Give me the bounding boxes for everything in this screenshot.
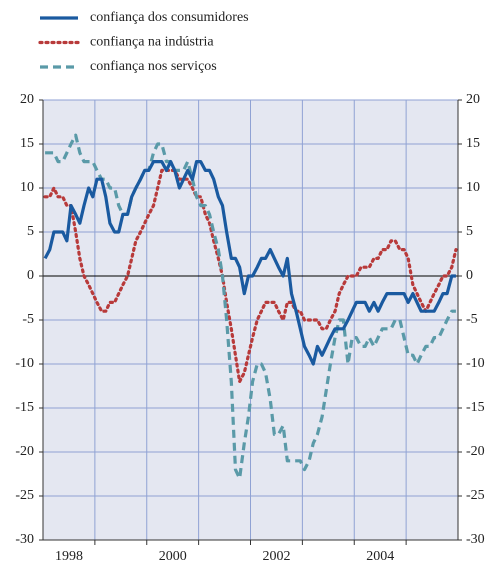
y-tick-label: -25 — [15, 488, 34, 503]
y-tick-label-right: 15 — [466, 136, 480, 151]
y-tick-label: 5 — [27, 224, 34, 239]
y-tick-label: -10 — [15, 356, 34, 371]
y-tick-label: 20 — [20, 92, 34, 107]
legend-label: confiança dos consumidores — [90, 10, 249, 25]
legend-label: confiança nos serviços — [90, 59, 217, 74]
x-tick-label: 1998 — [55, 549, 83, 564]
y-tick-label: -15 — [15, 400, 34, 415]
y-tick-label-right: -15 — [466, 400, 485, 415]
y-tick-label: -20 — [15, 444, 34, 459]
y-tick-label-right: 0 — [466, 268, 473, 283]
y-tick-label-right: -30 — [466, 532, 485, 547]
y-tick-label-right: 5 — [466, 224, 473, 239]
x-tick-label: 2002 — [262, 549, 290, 564]
x-tick-label: 2000 — [159, 549, 187, 564]
y-tick-label: 10 — [20, 180, 34, 195]
x-tick-label: 2004 — [366, 549, 394, 564]
series-line — [43, 160, 456, 366]
y-tick-label-right: -20 — [466, 444, 485, 459]
y-tick-label-right: -25 — [466, 488, 485, 503]
y-tick-label: -30 — [15, 532, 34, 547]
y-tick-label-right: -10 — [466, 356, 485, 371]
y-tick-label: 0 — [27, 268, 34, 283]
y-tick-label-right: -5 — [466, 312, 478, 327]
y-tick-label: 15 — [20, 136, 34, 151]
legend-label: confiança na indústria — [90, 35, 214, 50]
y-tick-label-right: 10 — [466, 180, 480, 195]
series-line — [43, 168, 458, 384]
y-tick-label: -5 — [22, 312, 34, 327]
y-tick-label-right: 20 — [466, 92, 480, 107]
